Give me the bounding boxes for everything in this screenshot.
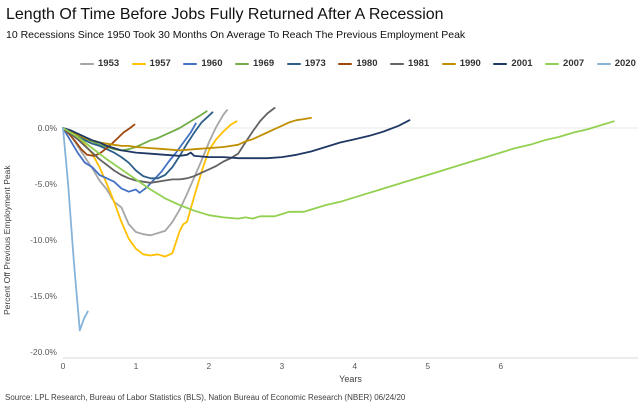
chart-title: Length Of Time Before Jobs Fully Returne… <box>6 6 444 23</box>
legend-item-2001: 2001 <box>493 58 533 69</box>
legend-item-1969: 1969 <box>235 58 274 69</box>
y-tick--15.0%: -15.0% <box>30 290 57 301</box>
legend-swatch-1953 <box>80 62 94 65</box>
x-tick-4: 4 <box>352 361 358 371</box>
legend-swatch-1973 <box>286 62 301 65</box>
legend-item-1953: 1953 <box>80 58 119 69</box>
legend-label-1957: 1957 <box>149 58 171 69</box>
legend-label-1969: 1969 <box>253 58 275 69</box>
series-line-2020 <box>62 127 89 332</box>
legend-item-1990: 1990 <box>441 58 481 69</box>
legend-item-1973: 1973 <box>286 58 326 69</box>
x-tick-6: 6 <box>498 361 504 371</box>
legend-swatch-1981 <box>390 62 405 65</box>
y-tick--5.0%: -5.0% <box>34 178 57 189</box>
series-line-1981 <box>62 107 276 184</box>
legend-label-2020: 2020 <box>614 58 636 69</box>
legend-swatch-1957 <box>131 62 146 65</box>
legend-label-2001: 2001 <box>511 58 533 69</box>
series-line-1960 <box>62 122 197 194</box>
legend-label-2007: 2007 <box>563 58 585 69</box>
legend-swatch-1960 <box>183 62 198 65</box>
chart-subtitle: 10 Recessions Since 1950 Took 30 Months … <box>6 29 466 41</box>
series-line-2001 <box>62 119 411 160</box>
legend-item-1960: 1960 <box>183 58 222 69</box>
x-tick-2: 2 <box>206 361 212 371</box>
legend-swatch-1990 <box>441 62 456 65</box>
x-tick-1: 1 <box>133 361 139 371</box>
x-tick-0: 0 <box>60 361 66 371</box>
legend-swatch-2020 <box>596 62 611 65</box>
legend-item-1957: 1957 <box>131 58 171 69</box>
series-line-2007 <box>62 120 615 220</box>
legend-label-1973: 1973 <box>304 58 326 69</box>
legend-item-2020: 2020 <box>596 58 636 69</box>
x-tick-3: 3 <box>279 361 285 371</box>
source-note: Source: LPL Research, Bureau of Labor St… <box>5 393 406 402</box>
y-tick-0.0%: 0.0% <box>37 123 57 133</box>
legend-item-2007: 2007 <box>545 58 584 69</box>
x-axis-title: Years <box>339 374 362 384</box>
legend-swatch-1980 <box>338 62 353 65</box>
legend-item-1981: 1981 <box>390 58 429 69</box>
y-tick--10.0%: -10.0% <box>30 234 57 245</box>
legend-label-1953: 1953 <box>98 58 120 69</box>
x-tick-5: 5 <box>425 361 431 371</box>
legend-label-1990: 1990 <box>459 58 481 69</box>
y-tick--20.0%: -20.0% <box>30 346 57 357</box>
legend-swatch-2001 <box>493 62 508 65</box>
chart-legend: 1953 1957 1960 1969 1973 1980 1981 1990 2001 2007… <box>80 58 636 69</box>
legend-label-1980: 1980 <box>356 58 378 69</box>
legend-label-1981: 1981 <box>408 58 430 69</box>
legend-item-1980: 1980 <box>338 58 378 69</box>
legend-label-1960: 1960 <box>201 58 223 69</box>
legend-swatch-1969 <box>235 62 250 65</box>
series-line-1973 <box>62 111 214 180</box>
legend-swatch-2007 <box>545 62 560 65</box>
